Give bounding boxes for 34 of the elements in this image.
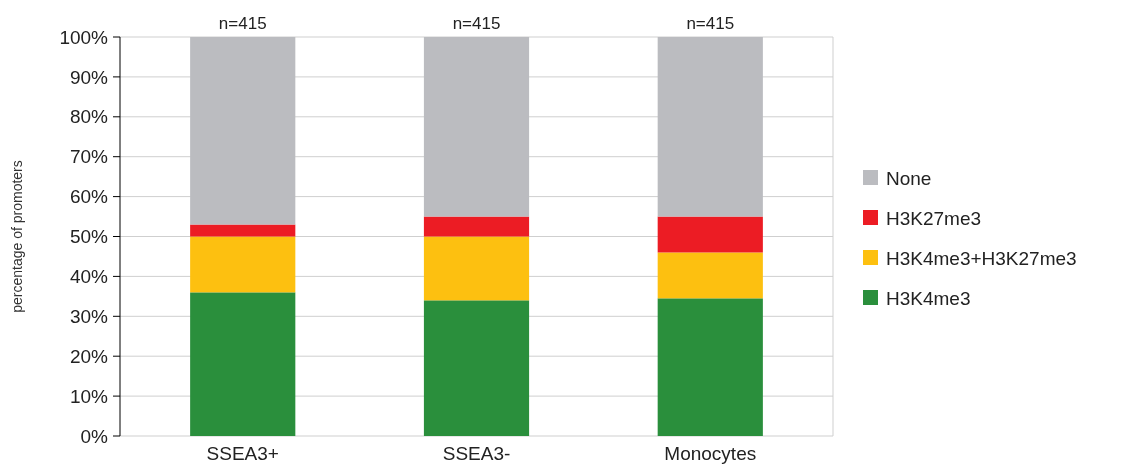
bar: [423, 37, 530, 217]
legend-label: H3K4me3: [886, 287, 971, 309]
x-tick-label: SSEA3+: [206, 443, 279, 464]
y-tick-label: 30%: [69, 305, 109, 327]
bar: [657, 252, 763, 299]
bar: [423, 236, 530, 301]
bar: [190, 224, 296, 237]
legend-label: None: [886, 167, 932, 189]
y-tick-label: 100%: [59, 26, 109, 48]
y-tick-label: 0%: [80, 425, 109, 447]
bar: [657, 216, 763, 253]
y-axis-title: percentage of promoters: [9, 160, 25, 313]
annotation: n=415: [686, 14, 735, 33]
legend-label: H3K4me3+H3K27me3: [886, 247, 1077, 269]
y-tick-label: 50%: [69, 226, 109, 248]
y-tick-label: 40%: [69, 266, 109, 288]
x-tick-label: SSEA3-: [442, 443, 511, 464]
y-tick-label: 10%: [69, 385, 109, 407]
bar: [423, 300, 530, 436]
legend-label: H3K27me3: [886, 207, 982, 229]
y-tick-label: 90%: [69, 66, 109, 88]
bar: [423, 216, 530, 237]
annotation: n=415: [452, 14, 501, 33]
y-tick-label: 70%: [69, 146, 109, 168]
bar: [657, 298, 763, 436]
bar: [190, 236, 296, 293]
bar: [190, 292, 296, 436]
y-tick-label: 20%: [69, 345, 109, 367]
bar: [657, 37, 763, 217]
annotation: n=415: [218, 14, 267, 33]
bar: [190, 37, 296, 225]
y-tick-label: 80%: [69, 106, 109, 128]
y-tick-label: 60%: [69, 186, 109, 208]
x-tick-label: Monocytes: [664, 443, 757, 464]
